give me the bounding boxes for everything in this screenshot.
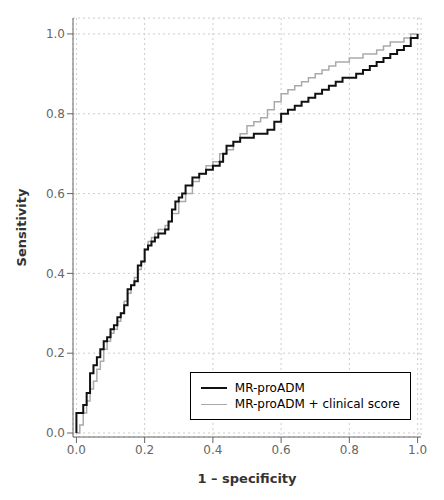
svg-text:0.6: 0.6 [46,187,65,201]
html-text:MR-proADM + clinical score: MR-proADM + clinical score [234,397,400,411]
svg-text:0.0: 0.0 [46,426,65,440]
svg-text:0.4: 0.4 [46,267,65,281]
svg-text:0.2: 0.2 [46,346,65,360]
svg-text:0.2: 0.2 [135,443,154,457]
svg-text:Sensitivity: Sensitivity [14,188,29,266]
svg-text:0.8: 0.8 [340,443,359,457]
svg-text:0.4: 0.4 [203,443,222,457]
svg-text:0.0: 0.0 [67,443,86,457]
html-text:MR-proADM: MR-proADM [234,381,305,395]
svg-text:1.0: 1.0 [408,443,427,457]
svg-text:1 – specificity: 1 – specificity [197,471,297,486]
svg-text:0.6: 0.6 [272,443,291,457]
svg-text:1.0: 1.0 [46,27,65,41]
svg-text:0.8: 0.8 [46,107,65,121]
